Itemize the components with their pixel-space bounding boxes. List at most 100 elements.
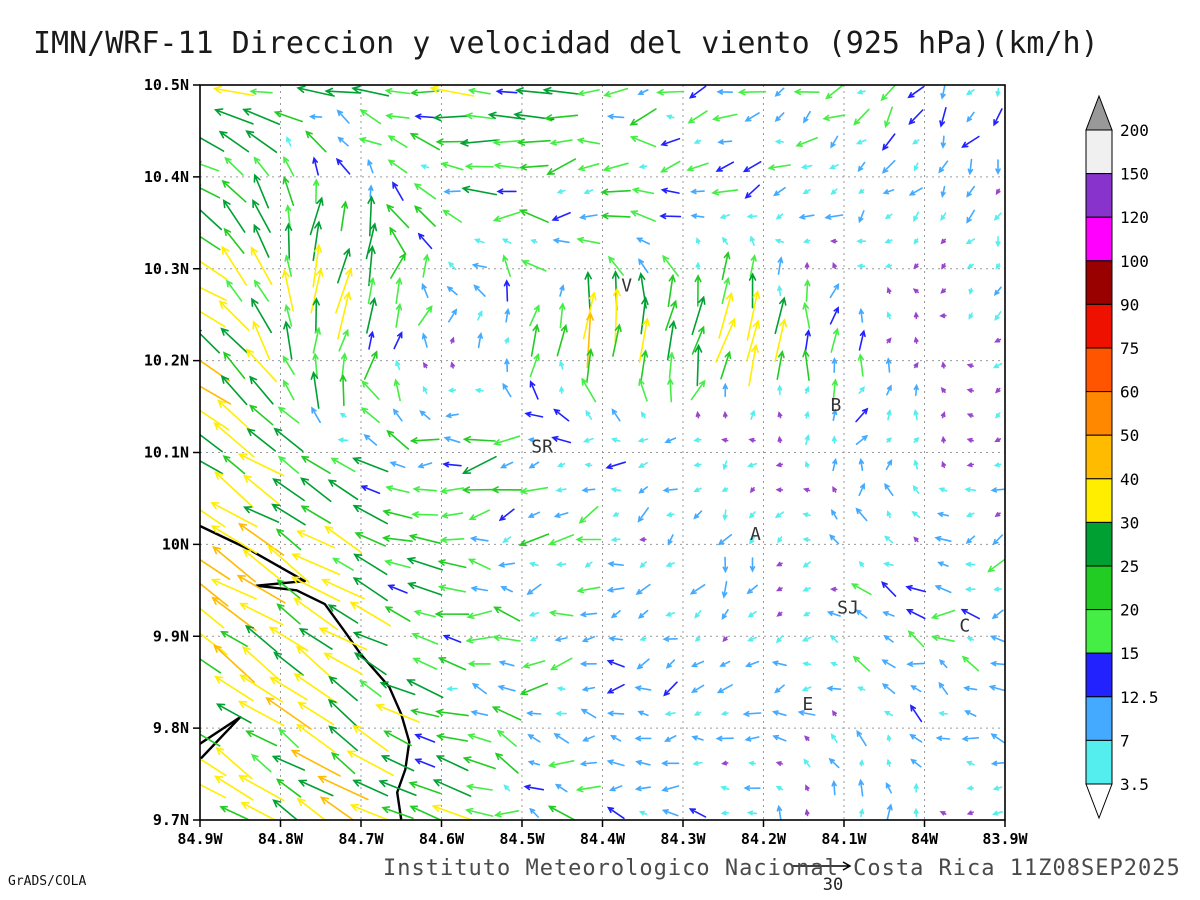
wind-arrow — [386, 429, 410, 450]
wind-arrow — [829, 164, 839, 170]
wind-arrow — [882, 189, 895, 195]
wind-arrow — [748, 343, 759, 387]
wind-arrow — [493, 162, 520, 169]
wind-arrow — [293, 597, 339, 631]
wind-arrow — [366, 296, 377, 334]
wind-arrow — [802, 238, 811, 244]
wind-arrow — [883, 634, 894, 643]
wind-arrow — [774, 318, 787, 363]
wind-arrow — [637, 609, 649, 619]
wind-arrow — [966, 462, 974, 468]
wind-arrow — [529, 636, 538, 642]
wind-arrow — [722, 460, 728, 471]
colorbar-band — [1085, 303, 1113, 349]
wind-arrow — [964, 487, 977, 493]
wind-arrow — [346, 750, 394, 777]
wind-arrow — [363, 350, 378, 380]
wind-arrow — [638, 486, 648, 494]
wind-arrow — [313, 178, 320, 204]
x-tick-label: 84.5W — [499, 830, 545, 848]
wind-arrow — [637, 437, 649, 443]
wind-arrow — [310, 267, 324, 314]
wind-arrow — [470, 710, 489, 716]
wind-arrow — [368, 330, 375, 350]
wind-arrow — [435, 708, 469, 717]
wind-arrow — [296, 723, 336, 753]
wind-arrow — [716, 684, 733, 694]
wind-arrow — [492, 435, 521, 446]
wind-arrow — [662, 254, 679, 277]
wind-arrow — [576, 137, 601, 145]
wind-arrow — [941, 263, 947, 270]
wind-arrow — [411, 632, 439, 645]
wind-arrow — [936, 511, 949, 517]
wind-arrow — [802, 487, 811, 493]
wind-arrow — [720, 785, 730, 791]
wind-arrow — [938, 659, 948, 669]
wind-arrow — [408, 781, 441, 795]
wind-arrow — [318, 627, 368, 651]
wind-arrow — [803, 758, 811, 768]
wind-arrow — [746, 584, 758, 595]
wind-arrow — [200, 184, 221, 199]
wind-arrow — [382, 509, 413, 519]
wind-arrow — [474, 387, 484, 393]
colorbar-label: 120 — [1120, 208, 1149, 227]
wind-arrow — [352, 577, 388, 602]
wind-arrow — [881, 659, 896, 669]
wind-arrow — [414, 733, 436, 743]
colorbar: 3.5 7 12.5 15 20 25 30 40 50 60 75 90 100 120 150 200 — [1085, 94, 1159, 820]
wind-arrow — [340, 352, 348, 378]
wind-arrow — [831, 378, 838, 402]
wind-arrow — [222, 199, 246, 233]
wind-arrow — [447, 387, 457, 393]
wind-arrow — [908, 187, 923, 196]
colorbar-label: 200 — [1120, 121, 1149, 140]
wind-arrow — [495, 88, 518, 95]
wind-arrow — [544, 114, 579, 122]
wind-arrow — [934, 585, 952, 594]
wind-arrow — [720, 810, 729, 816]
wind-arrow — [881, 683, 896, 694]
wind-arrow — [387, 159, 408, 174]
wind-arrow — [378, 779, 417, 796]
wind-arrow — [518, 533, 550, 547]
wind-arrow — [774, 139, 784, 145]
wind-arrow — [417, 232, 433, 250]
wind-arrow — [695, 237, 701, 245]
wind-arrow — [252, 199, 271, 233]
wind-arrow — [527, 511, 541, 518]
wind-arrow — [547, 760, 575, 768]
wind-arrow — [435, 733, 469, 742]
wind-arrow — [662, 636, 678, 642]
station-label-sr: SR — [531, 437, 553, 458]
wind-arrow — [317, 775, 369, 801]
wind-arrow — [273, 110, 303, 123]
wind-arrow — [666, 319, 677, 361]
wind-arrow — [886, 734, 892, 742]
wind-arrow — [857, 161, 866, 173]
wind-arrow — [667, 273, 676, 307]
wind-arrow — [858, 386, 866, 394]
wind-arrow — [777, 284, 783, 297]
wind-arrow — [246, 428, 276, 452]
wind-vectors — [200, 85, 1005, 820]
wind-arrow — [200, 632, 228, 656]
wind-arrow — [966, 209, 976, 224]
wind-arrow — [830, 634, 839, 643]
wind-arrow — [721, 609, 729, 620]
wind-arrow — [606, 659, 625, 668]
wind-arrow — [335, 267, 353, 314]
wind-arrow — [214, 471, 254, 508]
wind-arrow — [965, 238, 976, 245]
colorbar-band — [1085, 521, 1113, 567]
wind-arrow — [961, 735, 980, 742]
wind-arrow — [527, 734, 541, 743]
wind-arrow — [775, 487, 784, 493]
wind-arrow — [559, 385, 565, 394]
wind-arrow — [826, 685, 842, 692]
wind-arrow — [215, 746, 253, 780]
wind-arrow — [200, 654, 222, 674]
wind-arrow — [282, 379, 295, 401]
wind-arrow — [610, 437, 621, 443]
